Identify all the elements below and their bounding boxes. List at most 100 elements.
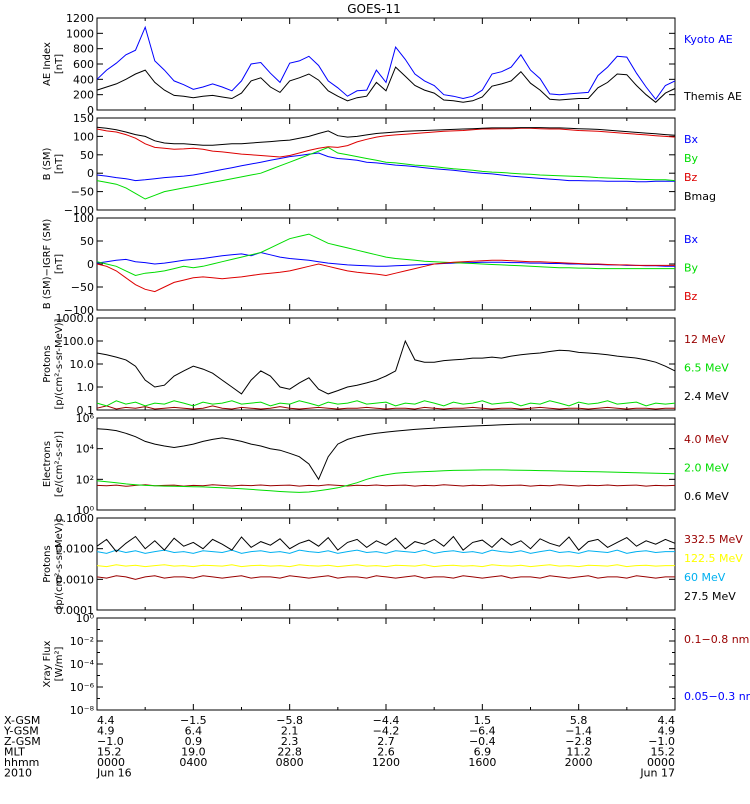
y-tick-label: 1.0 (77, 381, 95, 394)
ephemeris-value: −5.8 (276, 714, 303, 727)
y-axis-label: Electrons (42, 441, 53, 487)
panel-bsm_igrf: −100 −50 0 50 100 B (SM)−IGRF (SM) [nT] Bx By Bz (42, 212, 699, 317)
y-axis-label: [W/m²] (54, 646, 65, 681)
y-tick-label: 0 (87, 104, 94, 117)
ephemeris-value: 2000 (565, 756, 593, 769)
ephemeris-value: 15.2 (97, 746, 122, 759)
ephemeris-row-label: 2010 (4, 767, 32, 780)
y-tick-label: 10⁰ (76, 504, 95, 517)
legend-label: 60 MeV (684, 571, 726, 584)
ephemeris-value: 19.0 (181, 746, 206, 759)
ephemeris-value: 6.4 (185, 725, 203, 738)
y-tick-label: 400 (73, 73, 94, 86)
ephemeris-row-label: X-GSM (4, 714, 40, 727)
series-line-bz (96, 259, 675, 293)
ephemeris-row-label: Z-GSM (4, 735, 41, 748)
panel-protons_high: 0.0001 0.0010 0.0100 0.1000 Protons [p/(cm²-s… (42, 512, 743, 617)
series-line-12-mev (96, 405, 675, 410)
y-axis-label: Xray Flux (42, 640, 53, 687)
y-tick-label: 0.0010 (56, 573, 95, 586)
panel-xray: 10⁻⁸ 10⁻⁶ 10⁻⁴ 10⁻² 10⁰ Xray Flux [W/m²] 0.1−0.… (42, 612, 750, 717)
ephemeris-value: 1600 (468, 756, 496, 769)
legend-label: Bz (684, 290, 698, 303)
series-line-60-mev (96, 549, 675, 554)
chart-title: GOES-11 (347, 2, 401, 16)
panel-frame (96, 317, 676, 411)
ephemeris-value: −1.5 (180, 714, 207, 727)
legend-label: Bx (684, 133, 699, 146)
legend-label: Bz (684, 171, 698, 184)
y-tick-label: 0 (87, 167, 94, 180)
series-line-2-0-mev (96, 469, 676, 493)
y-tick-label: 10⁰ (76, 612, 95, 625)
legend-label: 0.1−0.8 nm (684, 633, 749, 646)
legend-label: 122.5 MeV (684, 552, 743, 565)
y-axis-label: [nT] (54, 154, 65, 174)
legend-label: Kyoto AE (684, 33, 733, 46)
ephemeris-value: −6.4 (469, 725, 496, 738)
panel-electrons: 10⁰ 10² 10⁴ 10⁶ Electrons [e/(cm²-s-sr)] 4.0 M… (42, 412, 729, 517)
ephemeris-row-label: hhmm (4, 756, 39, 769)
ephemeris-value: 11.2 (566, 746, 591, 759)
ephemeris-value: −0.4 (469, 735, 496, 748)
x-axis-ephemeris: X-GSMY-GSMZ-GSMMLThhmm20104.44.9−1.015.2… (3, 714, 675, 780)
ephemeris-value: Jun 17 (639, 767, 675, 780)
ephemeris-value: 0800 (276, 756, 304, 769)
ephemeris-value: 22.8 (277, 746, 302, 759)
series-line-by (96, 146, 676, 200)
series-line-0-6-mev (96, 423, 675, 481)
y-tick-label: 1200 (66, 12, 94, 25)
panel-ae: 0 200 400 600 800 1000 1200 AE Index [nT] Kyoto A… (42, 12, 742, 117)
ephemeris-row-label: Y-GSM (3, 725, 39, 738)
ephemeris-value: −1.4 (565, 725, 592, 738)
ephemeris-value: −1.0 (97, 735, 124, 748)
series-line-by (96, 233, 675, 277)
y-axis-label: [e/(cm²-s-sr)] (54, 431, 65, 497)
legend-label: 6.5 MeV (684, 362, 729, 375)
ephemeris-value: 4.4 (97, 714, 115, 727)
series-line-2-4-mev (96, 339, 676, 395)
y-axis-label: AE Index (42, 42, 53, 86)
y-tick-label: 0 (87, 258, 94, 271)
ephemeris-value: 1200 (372, 756, 400, 769)
y-tick-label: 800 (73, 43, 94, 56)
y-tick-label: 10² (76, 473, 94, 486)
ephemeris-value: 15.2 (651, 746, 676, 759)
y-tick-label: 1000.0 (56, 312, 95, 325)
y-tick-label: 150 (73, 112, 94, 125)
legend-label: Bmag (684, 190, 716, 203)
y-tick-label: 10⁻⁸ (70, 704, 95, 717)
y-tick-label: 100 (73, 212, 94, 225)
y-tick-label: 10⁻² (70, 635, 94, 648)
panel-bsm: −100 −50 0 50 100 150 B (SM) [nT] Bx By Bz Bmag (42, 112, 716, 217)
y-tick-label: −100 (64, 304, 94, 317)
y-tick-label: 1000 (66, 27, 94, 40)
y-axis-label: [nT] (54, 254, 65, 274)
legend-label: 0.05−0.3 nm (684, 690, 750, 703)
y-tick-label: 100 (73, 130, 94, 143)
series-line-4-0-mev (96, 484, 676, 487)
ephemeris-value: 0400 (179, 756, 207, 769)
ephemeris-value: 0.9 (185, 735, 203, 748)
legend-label: Themis AE (683, 90, 742, 103)
y-tick-label: 10⁻⁴ (70, 658, 95, 671)
ephemeris-value: −4.4 (373, 714, 400, 727)
ephemeris-value: −4.2 (373, 725, 400, 738)
ephemeris-value: 2.1 (281, 725, 299, 738)
legend-label: 27.5 MeV (684, 590, 736, 603)
legend-label: By (684, 262, 699, 275)
y-tick-label: 50 (80, 149, 94, 162)
series-line-332-5-mev (96, 575, 675, 580)
series-line-122-5-mev (96, 564, 675, 568)
ephemeris-value: 4.9 (658, 725, 676, 738)
y-axis-label: B (SM) (42, 147, 53, 180)
legend-label: 0.6 MeV (684, 490, 729, 503)
ephemeris-value: 4.9 (97, 725, 115, 738)
legend-label: 12 MeV (684, 333, 726, 346)
legend-label: Bx (684, 233, 699, 246)
panel-frame (96, 517, 676, 611)
legend-label: 2.0 MeV (684, 462, 729, 475)
y-tick-label: 0.1000 (56, 512, 95, 525)
ephemeris-value: Jun 16 (96, 767, 132, 780)
